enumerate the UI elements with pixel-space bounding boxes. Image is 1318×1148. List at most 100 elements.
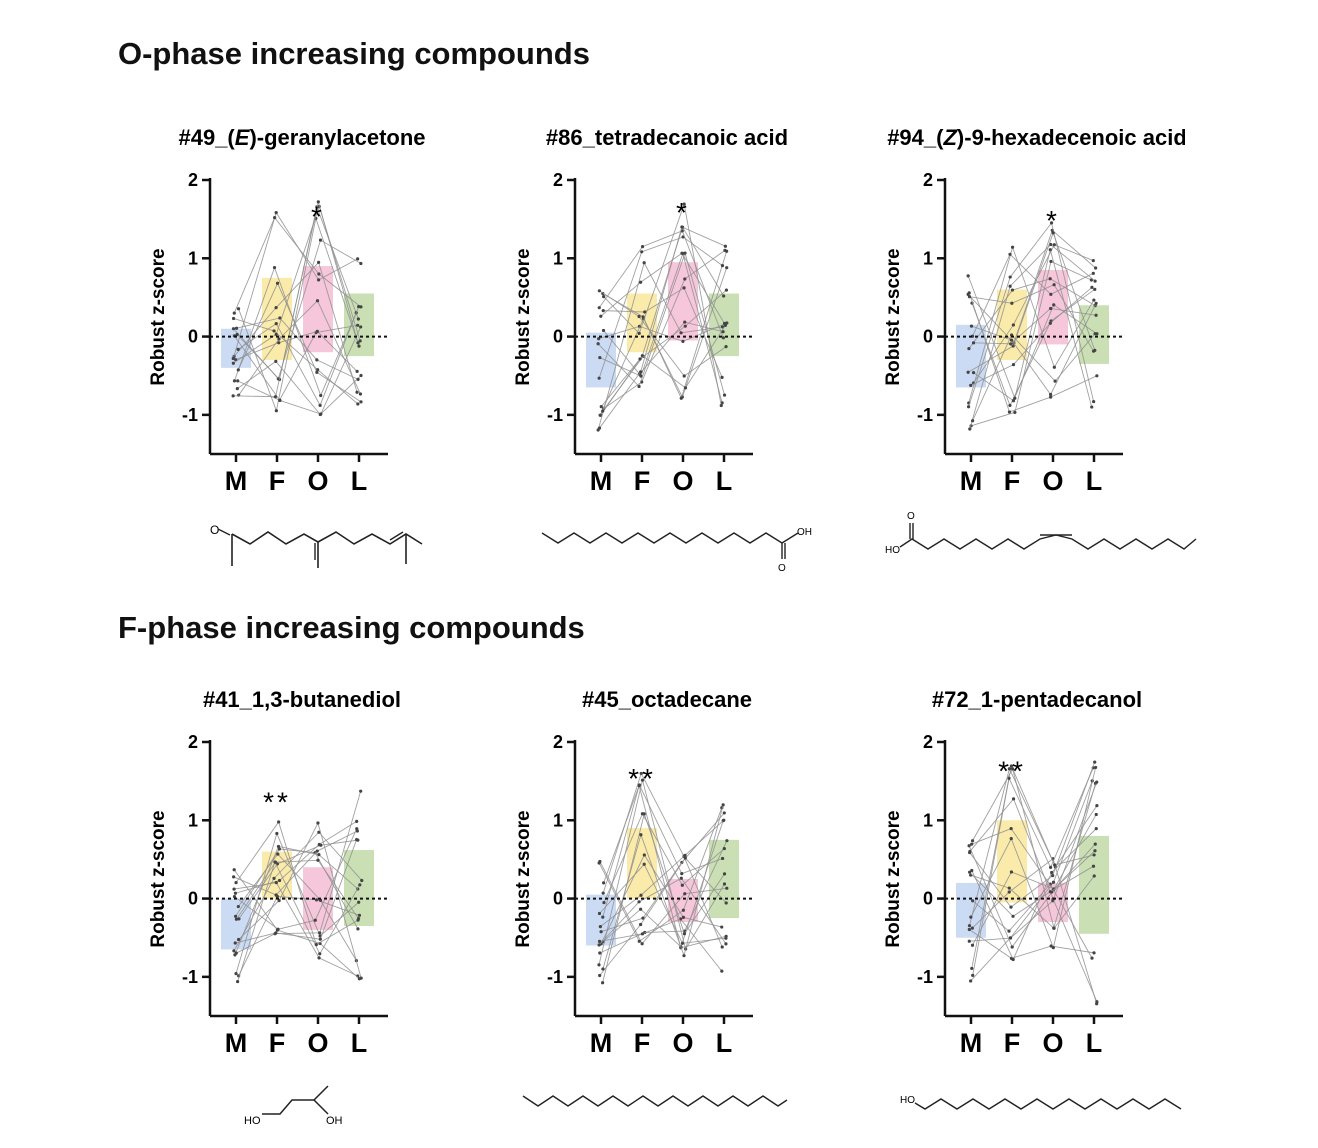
subject-point — [1093, 849, 1097, 853]
chart-title: #45_octadecane — [582, 687, 752, 712]
subject-line — [969, 797, 1098, 1002]
y-axis-label: Robust z-score — [883, 810, 904, 947]
subject-point — [277, 341, 281, 345]
subject-point — [601, 309, 605, 313]
x-tick-label-L: L — [351, 466, 368, 496]
subject-point — [356, 317, 360, 321]
subject-point — [357, 900, 361, 904]
subject-point — [1093, 348, 1097, 353]
subject-point — [1091, 258, 1095, 263]
x-tick-label-O: O — [307, 1028, 328, 1058]
subject-point — [641, 315, 645, 319]
subject-point — [1093, 332, 1097, 336]
subject-line — [236, 791, 362, 954]
subject-point — [236, 937, 241, 942]
subject-point — [683, 853, 687, 857]
y-tick-label: 1 — [188, 810, 198, 830]
x-tick-label-O: O — [672, 1028, 693, 1058]
hydroxyl-label: OH — [326, 1115, 343, 1127]
y-tick-label: -1 — [547, 967, 563, 987]
subject-point — [277, 820, 281, 824]
subject-point — [356, 927, 360, 931]
subject-point — [639, 370, 643, 374]
subject-point — [1009, 905, 1013, 909]
subject-point — [1091, 864, 1096, 868]
subject-point — [966, 370, 970, 374]
subject-point — [234, 358, 238, 362]
subject-point — [637, 784, 641, 788]
subject-point — [597, 337, 601, 341]
subject-line — [599, 840, 728, 954]
subject-point — [722, 846, 726, 851]
structure-octadecane-image — [522, 1095, 788, 1107]
subject-point — [720, 375, 724, 379]
chart-pentadecanol: #72_1-pentadecanol 2 1 0 -1 M F O L Robust z-scor… — [865, 680, 1185, 1070]
subject-point — [1048, 277, 1052, 281]
subject-point — [355, 369, 359, 373]
subject-point — [1049, 292, 1053, 296]
subject-point — [601, 967, 605, 971]
subject-point — [231, 394, 235, 398]
hydroxyl-label: HO — [900, 1095, 915, 1106]
subject-line — [233, 318, 359, 405]
subject-point — [1090, 956, 1094, 960]
y-axis-label: Robust z-score — [148, 810, 169, 947]
subject-point — [724, 288, 729, 292]
subject-point — [1090, 285, 1094, 289]
subject-point — [318, 403, 322, 407]
significance-marker: * — [311, 201, 325, 232]
subject-point — [1093, 842, 1097, 846]
subject-point — [1051, 231, 1055, 235]
subject-point — [315, 370, 319, 374]
subject-point — [359, 325, 363, 329]
subject-point — [1092, 853, 1096, 857]
subject-point — [356, 918, 360, 922]
subject-point — [1011, 323, 1015, 327]
subject-point — [682, 286, 686, 290]
subject-point — [1010, 945, 1014, 949]
subject-point — [1009, 342, 1013, 346]
subject-point — [315, 299, 320, 303]
subject-line — [236, 317, 359, 380]
subject-line — [973, 304, 1098, 402]
subject-line — [603, 202, 722, 406]
subject-point — [599, 405, 603, 409]
subject-point — [637, 384, 641, 389]
subject-line — [234, 828, 358, 930]
subject-point — [231, 356, 235, 361]
subject-line — [972, 767, 1094, 976]
subject-point — [597, 911, 602, 916]
subject-point — [316, 200, 320, 204]
bar-M — [586, 894, 616, 946]
subject-line — [969, 929, 1095, 959]
subject-line — [969, 243, 1096, 430]
subject-point — [597, 376, 601, 380]
subject-point — [681, 915, 686, 919]
subject-point — [720, 263, 725, 268]
subject-point — [1090, 405, 1094, 409]
subject-line — [600, 289, 727, 407]
subject-point — [967, 291, 971, 295]
subject-line — [971, 828, 1097, 961]
subject-line — [233, 869, 360, 980]
x-tick-label-F: F — [269, 466, 286, 496]
subject-point — [639, 771, 643, 776]
subject-point — [680, 872, 684, 876]
subject-line — [237, 326, 362, 415]
subject-point — [1008, 936, 1013, 940]
subject-point — [969, 979, 973, 983]
subject-line — [234, 266, 357, 397]
subject-point — [970, 868, 974, 873]
subject-point — [1013, 396, 1017, 400]
subject-point — [314, 943, 318, 947]
subject-point — [682, 202, 686, 206]
subject-line — [598, 236, 723, 379]
subject-point — [968, 850, 972, 855]
subject-point — [358, 339, 362, 343]
subject-point — [1093, 279, 1097, 283]
subject-point — [234, 326, 239, 330]
subject-point — [274, 332, 278, 336]
subject-point — [1048, 392, 1053, 397]
subject-line — [603, 249, 726, 410]
y-axis-label: Robust z-score — [513, 810, 534, 947]
